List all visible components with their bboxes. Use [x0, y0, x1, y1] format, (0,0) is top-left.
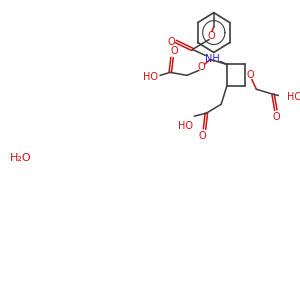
Text: O: O	[246, 70, 254, 80]
Text: O: O	[199, 131, 206, 141]
Text: NH: NH	[206, 54, 220, 64]
Text: H₂O: H₂O	[10, 153, 32, 163]
Text: HO: HO	[287, 92, 300, 102]
Text: O: O	[167, 37, 175, 46]
Text: HO: HO	[143, 72, 158, 82]
Text: O: O	[170, 46, 178, 56]
Text: O: O	[207, 31, 215, 40]
Text: HO: HO	[178, 121, 193, 131]
Text: O: O	[273, 112, 280, 122]
Text: O: O	[198, 62, 206, 72]
